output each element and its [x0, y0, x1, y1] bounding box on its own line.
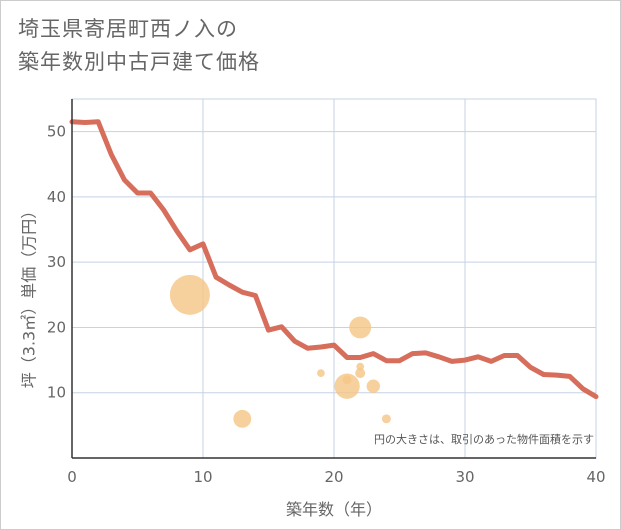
x-tick-label: 0	[67, 468, 77, 486]
y-axis-title: 坪（3.3㎡）単価（万円）	[20, 203, 39, 388]
axes: 0 10 20 30 40 10 20 30 40 50	[47, 99, 606, 486]
y-tick-label: 20	[47, 318, 66, 336]
x-tick-label: 10	[193, 468, 212, 486]
chart-title-line1: 埼玉県寄居町西ノ入の	[18, 17, 238, 41]
chart-title: 埼玉県寄居町西ノ入の 築年数別中古戸建て価格	[18, 13, 260, 79]
x-tick-label: 40	[586, 468, 605, 486]
bubble-point	[381, 414, 391, 424]
bubble-point	[233, 409, 252, 428]
bubble-point	[366, 379, 381, 393]
bubble-point	[349, 316, 372, 339]
bubble-point	[355, 368, 366, 379]
x-tick-label: 20	[324, 468, 343, 486]
y-tick-label: 30	[47, 253, 66, 271]
y-tick-label: 50	[47, 123, 66, 141]
bubble-point	[169, 274, 210, 315]
bubble-size-note: 円の大きさは、取引のあった物件面積を示す	[374, 432, 594, 446]
x-tick-label: 30	[455, 468, 474, 486]
average-price-line	[69, 119, 599, 400]
line-layer	[69, 119, 599, 400]
bubble-point	[334, 373, 360, 399]
bubble-layer	[169, 274, 391, 428]
x-axis-title: 築年数（年）	[286, 500, 382, 519]
bubble-point	[342, 375, 352, 385]
bubble-point	[317, 369, 325, 378]
grid-lines	[71, 98, 597, 459]
y-tick-label: 40	[47, 188, 66, 206]
y-tick-label: 10	[47, 384, 66, 402]
chart-title-line2: 築年数別中古戸建て価格	[18, 50, 260, 74]
